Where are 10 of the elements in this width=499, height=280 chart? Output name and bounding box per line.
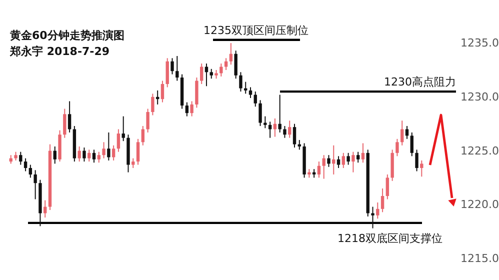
ref-line-label: 1235双顶区间压制位 bbox=[204, 24, 308, 37]
y-tick-label: 1225.0 bbox=[460, 144, 499, 158]
y-tick-label: 1215.0 bbox=[460, 252, 499, 265]
y-tick-label: 1230.0 bbox=[460, 90, 499, 104]
text: 郑永宇 2018-7-29 bbox=[9, 45, 110, 58]
ref-line-label: 1218双底区间支撑位 bbox=[338, 232, 442, 245]
text: 黄金60分钟走势推演图 bbox=[9, 29, 124, 42]
ref-line-label: 1230高点阻力 bbox=[384, 76, 456, 89]
y-tick-label: 1220.0 bbox=[460, 198, 499, 212]
y-tick-label: 1235.0 bbox=[460, 36, 499, 50]
